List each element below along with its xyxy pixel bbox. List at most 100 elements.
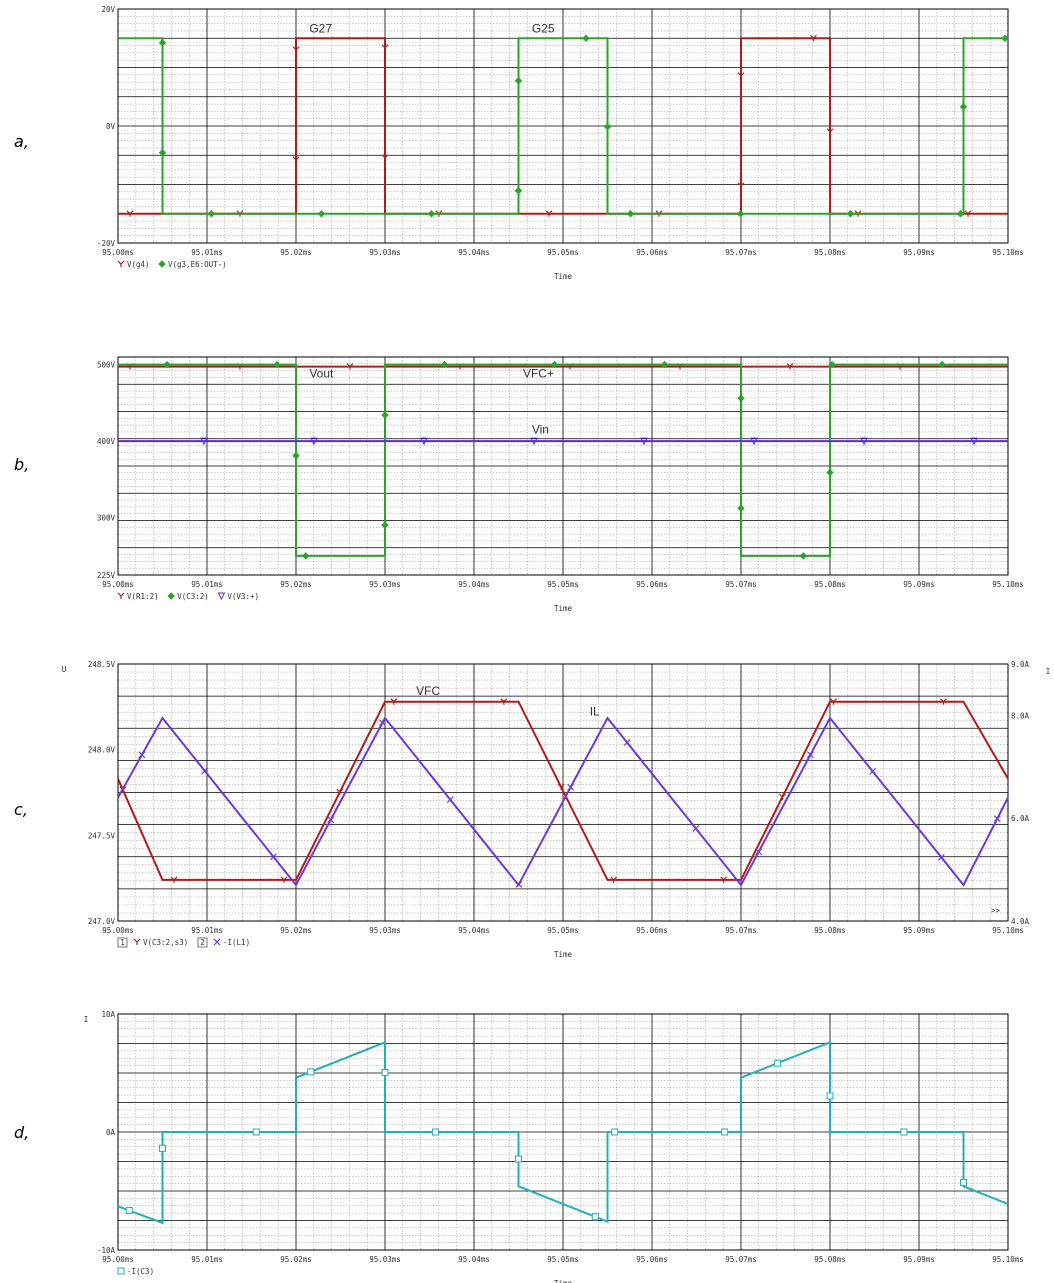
legend-marker: [217, 592, 226, 601]
data-point-marker: [317, 210, 326, 218]
legend-entry: V(C3:2): [177, 592, 209, 601]
x-tick-label: 95.10ms: [992, 926, 1024, 935]
data-point-marker: [515, 1155, 522, 1163]
data-point-marker: [1001, 34, 1009, 42]
data-point-marker: [163, 360, 171, 369]
data-point-marker: [810, 34, 817, 42]
data-point-marker: [826, 128, 834, 135]
x-axis-title: Time: [554, 950, 573, 959]
legend-marker: [117, 260, 125, 267]
data-point-marker: [737, 394, 745, 402]
series-line-1: [117, 700, 1009, 881]
data-point-marker: [960, 1178, 967, 1186]
data-point-marker: [200, 437, 208, 446]
data-point-marker: [750, 437, 758, 446]
data-point-marker: [557, 783, 565, 791]
data-point-marker: [446, 796, 454, 804]
y-tick-label: 20V: [101, 5, 115, 14]
y-tick-label: -10A: [97, 1246, 116, 1255]
x-tick-label: 95.07ms: [725, 1255, 757, 1264]
x-tick-label: 95.05ms: [547, 926, 579, 935]
legend-marker: [117, 592, 125, 599]
x-tick-label: 95.01ms: [191, 926, 223, 935]
legend-marker: [167, 592, 175, 600]
data-point-marker: [567, 783, 575, 791]
x-tick-label: 95.04ms: [458, 926, 490, 935]
axis-marker-box: [197, 937, 208, 948]
x-tick-label: 95.00ms: [102, 926, 134, 935]
y-axis-title: I: [84, 1015, 89, 1024]
x-tick-label: 95.00ms: [102, 1255, 134, 1264]
panel-label: b,: [14, 455, 29, 474]
series-line-2: [118, 363, 1008, 557]
data-point-marker: [591, 1213, 599, 1221]
y-tick-label: 247.0V: [88, 917, 116, 926]
data-point-marker: [514, 187, 523, 195]
data-point-marker: [830, 698, 837, 705]
x-tick-label: 95.01ms: [191, 580, 223, 589]
data-point-marker: [755, 848, 763, 856]
y-tick-label: 248.5V: [88, 660, 116, 669]
y-tick-label: 300V: [97, 514, 116, 523]
data-point-marker: [807, 751, 814, 759]
chart-panel-2: b, 95.00ms 95.01ms 95.02ms 95.03ms 95.04ms 95.…: [14, 356, 1024, 613]
x-tick-label: 95.09ms: [903, 926, 935, 935]
x-tick-label: 95.06ms: [636, 1255, 668, 1264]
data-point-marker: [736, 210, 745, 218]
data-point-marker: [346, 363, 354, 370]
data-point-marker: [252, 1128, 260, 1136]
legend-entry: V(R1:2): [127, 592, 159, 601]
x-tick-label: 95.05ms: [547, 580, 579, 589]
data-point-marker: [381, 1068, 389, 1076]
y2-axis-title: I: [1046, 667, 1051, 676]
plot-frame: [117, 663, 1009, 922]
data-point-marker: [270, 853, 277, 861]
data-point-marker: [515, 880, 523, 888]
y-tick-label: -20V: [97, 239, 116, 248]
x-tick-label: 95.06ms: [636, 926, 668, 935]
series-line-1: [118, 37, 1008, 215]
plot-frame: [117, 356, 1009, 576]
data-point-marker: [273, 360, 281, 369]
legend-marker: [117, 1267, 125, 1275]
data-point-marker: [721, 1128, 729, 1136]
data-point-marker: [846, 210, 855, 218]
legend-entry: V(g3,E6:OUT-): [168, 260, 227, 269]
data-point-marker: [280, 876, 288, 883]
data-point-marker: [860, 437, 868, 446]
data-point-marker: [327, 816, 335, 824]
x-tick-label: 95.03ms: [369, 580, 401, 589]
data-point-marker: [427, 210, 436, 218]
x-axis-title: Time: [554, 272, 573, 281]
data-point-marker: [500, 698, 508, 705]
data-point-marker: [207, 210, 216, 218]
data-point-marker: [626, 210, 635, 218]
panel-label: d,: [14, 1123, 29, 1142]
y-tick-label: 0V: [106, 122, 116, 131]
y-axis-title: U: [62, 665, 67, 674]
data-point-marker: [774, 1059, 782, 1067]
x-tick-label: 95.04ms: [458, 1255, 490, 1264]
data-point-marker: [964, 210, 972, 217]
x-tick-label: 95.10ms: [992, 580, 1024, 589]
x-tick-label: 95.06ms: [636, 248, 668, 257]
legend-entry: V(C3:2,s3): [143, 938, 188, 947]
data-point-marker: [828, 360, 836, 369]
x-tick-label: 95.00ms: [102, 580, 134, 589]
data-point-marker: [937, 853, 945, 861]
data-point-marker: [336, 788, 344, 796]
data-point-marker: [381, 154, 389, 161]
x-tick-label: 95.03ms: [369, 1255, 401, 1264]
data-point-marker: [170, 876, 178, 883]
data-point-marker: [869, 767, 877, 775]
data-point-marker: [431, 1128, 439, 1136]
annotation-label: Vin: [532, 422, 549, 436]
data-point-marker: [381, 411, 389, 419]
x-tick-label: 95.00ms: [102, 248, 134, 257]
data-point-marker: [159, 1144, 166, 1152]
data-point-marker: [737, 182, 745, 189]
data-point-marker: [970, 437, 978, 446]
x-tick-label: 95.03ms: [369, 926, 401, 935]
panel-label: a,: [14, 132, 29, 151]
